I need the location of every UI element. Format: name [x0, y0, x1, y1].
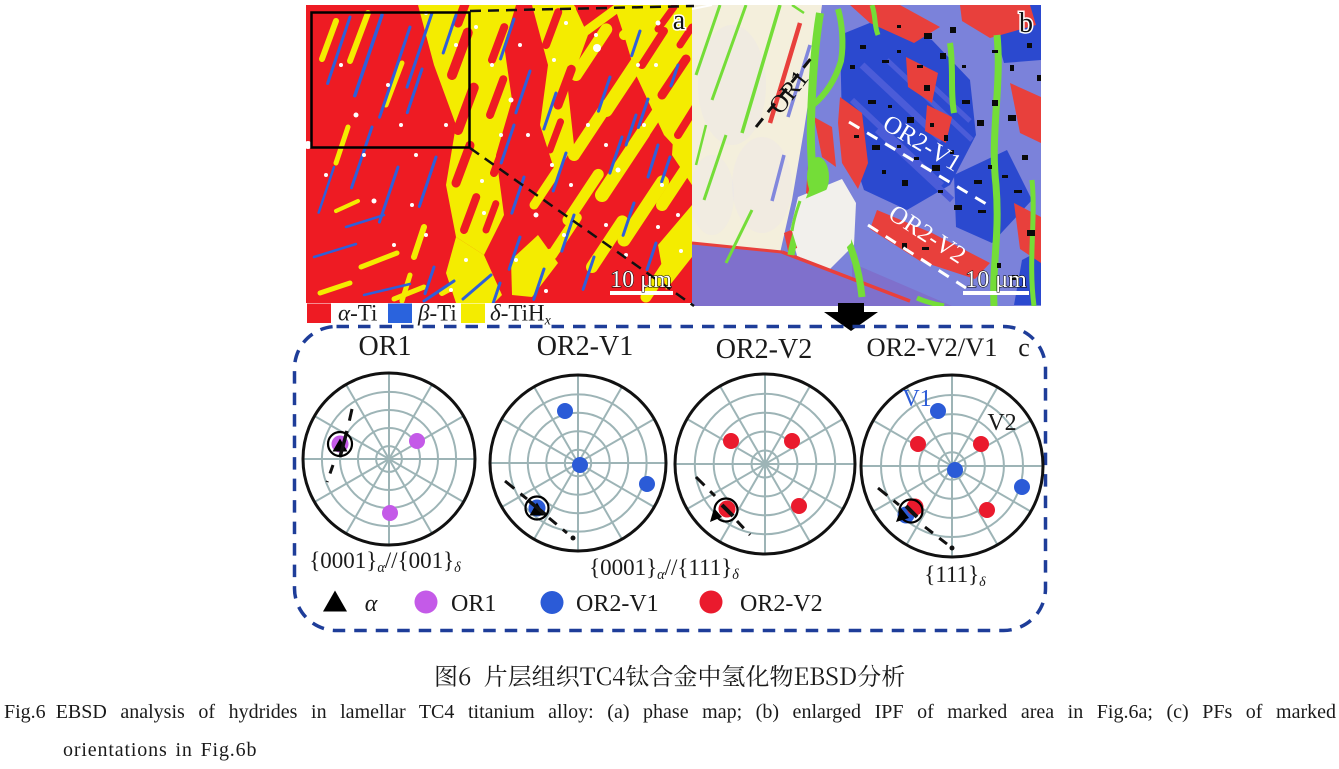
svg-text:V1: V1	[902, 386, 931, 412]
svg-text:OR2-V2: OR2-V2	[716, 334, 812, 365]
svg-text:OR2-V2/V1: OR2-V2/V1	[866, 332, 997, 362]
svg-text:OR2-V1: OR2-V1	[576, 591, 659, 617]
svg-text:OR2-V1: OR2-V1	[537, 331, 633, 362]
svg-text:OR1: OR1	[451, 591, 496, 617]
svg-text:10 μm: 10 μm	[965, 267, 1027, 293]
svg-text:β-Ti: β-Ti	[417, 301, 457, 326]
svg-text:α-Ti: α-Ti	[338, 301, 377, 326]
svg-text:OR2-V2: OR2-V2	[740, 591, 823, 617]
svg-text:{0001}α//{111}δ: {0001}α//{111}δ	[589, 555, 739, 583]
svg-text:c: c	[1018, 333, 1030, 362]
svg-text:b: b	[1019, 8, 1033, 39]
svg-text:V2: V2	[987, 410, 1016, 436]
svg-text:α: α	[365, 591, 378, 617]
svg-text:a: a	[673, 5, 686, 36]
svg-text:10 μm: 10 μm	[610, 267, 672, 293]
svg-text:{0001}α//{001}δ: {0001}α//{001}δ	[309, 548, 461, 576]
svg-text:δ-TiHx: δ-TiHx	[490, 301, 552, 329]
svg-text:OR1: OR1	[359, 331, 412, 362]
svg-text:{111}δ: {111}δ	[924, 562, 986, 590]
